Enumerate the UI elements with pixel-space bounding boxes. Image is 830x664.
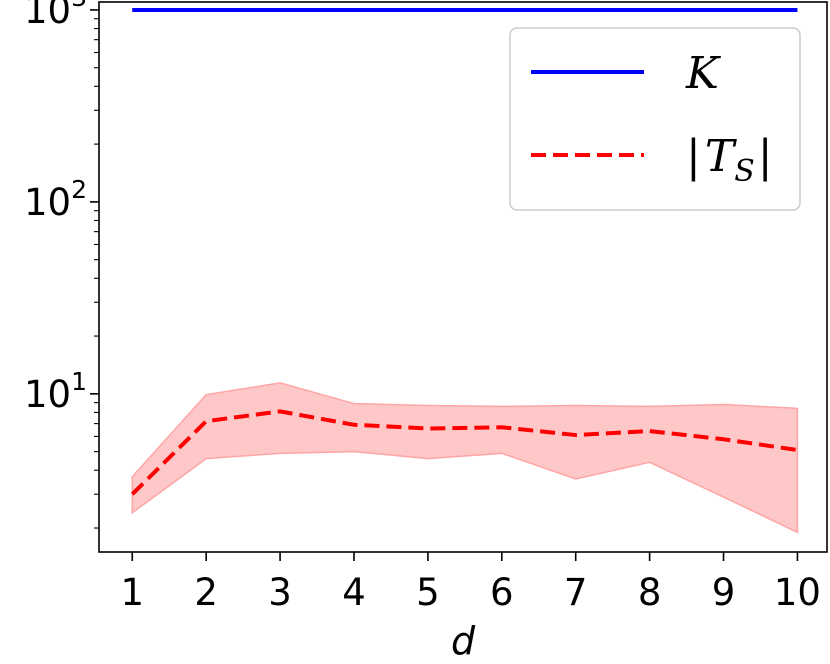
legend-label: |TS|: [686, 131, 773, 189]
series-1-line: [130, 409, 798, 496]
legend-box: [509, 27, 801, 211]
x-tick-label: 3: [268, 571, 292, 614]
y-tick-label: 101: [24, 367, 87, 416]
x-tick-label: 1: [120, 571, 144, 614]
y-tick-label: 102: [24, 175, 87, 224]
x-tick-label: 7: [564, 571, 588, 614]
legend: K |TS|: [509, 27, 801, 211]
series-1-band: [131, 382, 799, 534]
x-tick-label: 10: [774, 571, 821, 614]
plot-frame: [98, 1, 828, 553]
x-tick-label: 5: [416, 571, 440, 614]
x-axis-label: d: [451, 619, 476, 663]
y-axis: 101 102 103: [24, 0, 99, 529]
error-band-layer: [131, 382, 799, 534]
x-tick-label: 6: [490, 571, 514, 614]
y-tick-label: 103: [24, 0, 87, 32]
series-layer: [130, 7, 798, 496]
legend-label: K: [685, 48, 721, 99]
x-tick-label: 2: [194, 571, 218, 614]
x-tick-label: 9: [712, 571, 736, 614]
x-tick-label: 8: [638, 571, 662, 614]
x-tick-label: 4: [342, 571, 366, 614]
x-axis: 1 2 3 4 5 6 7 8 9 10: [120, 552, 821, 614]
